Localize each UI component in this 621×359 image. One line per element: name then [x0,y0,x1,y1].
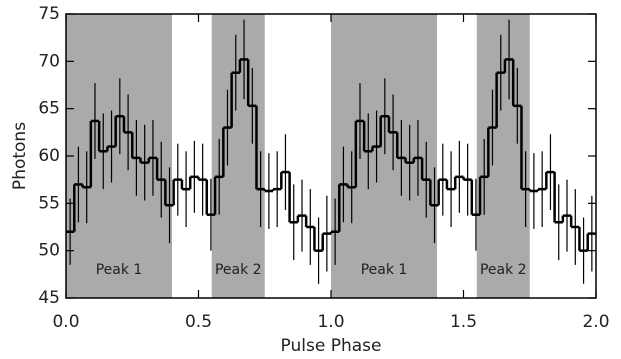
x-tick-label: 1.0 [317,312,344,332]
shaded-region [66,14,172,298]
y-tick-label: 55 [38,193,60,213]
region-label: Peak 1 [361,262,408,278]
x-tick-label: 2.0 [582,312,609,332]
region-label: Peak 1 [96,262,143,278]
x-tick-label: 1.5 [450,312,477,332]
x-axis-label: Pulse Phase [281,336,382,356]
x-tick-label: 0.5 [185,312,212,332]
y-tick-label: 50 [38,241,60,261]
y-tick-label: 45 [38,288,60,308]
y-tick-label: 65 [38,99,60,119]
x-tick-label: 0.0 [52,312,79,332]
region-label: Peak 2 [480,262,527,278]
y-tick-label: 75 [38,4,60,24]
y-axis-label: Photons [10,122,30,190]
y-tick-label: 60 [38,146,60,166]
shaded-region [331,14,437,298]
y-tick-label: 70 [38,51,60,71]
region-label: Peak 2 [215,262,262,278]
